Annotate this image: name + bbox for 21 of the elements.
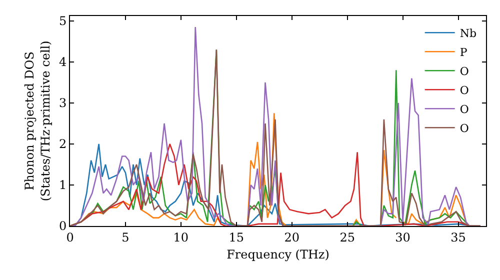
y-tick-label: 4: [58, 55, 67, 70]
legend-label: O: [460, 84, 469, 97]
y-tick-label: 2: [58, 137, 67, 152]
legend-label: O: [460, 64, 469, 78]
x-tick-label: 35: [450, 230, 466, 244]
legend-label: O: [460, 122, 469, 135]
x-tick-label: 30: [395, 230, 410, 244]
legend-label: Nb: [460, 26, 477, 40]
x-tick-label: 5: [122, 230, 130, 244]
y-axis-title: Phonon projected DOS (States/THz·primitive cell): [22, 40, 52, 202]
legend-label: O: [460, 102, 469, 116]
x-axis-title: Frequency (THz): [226, 247, 330, 262]
x-tick-label: 10: [173, 230, 189, 244]
x-tick-label: 20: [284, 230, 300, 244]
x-tick-label: 15: [228, 230, 244, 244]
y-tick-label: 3: [58, 96, 67, 110]
y-tick-label: 5: [58, 14, 67, 28]
legend-label: P: [460, 46, 468, 59]
x-tick-label: 25: [340, 230, 355, 244]
y-tick-label: 0: [58, 219, 67, 234]
y-tick-label: 1: [58, 178, 67, 192]
